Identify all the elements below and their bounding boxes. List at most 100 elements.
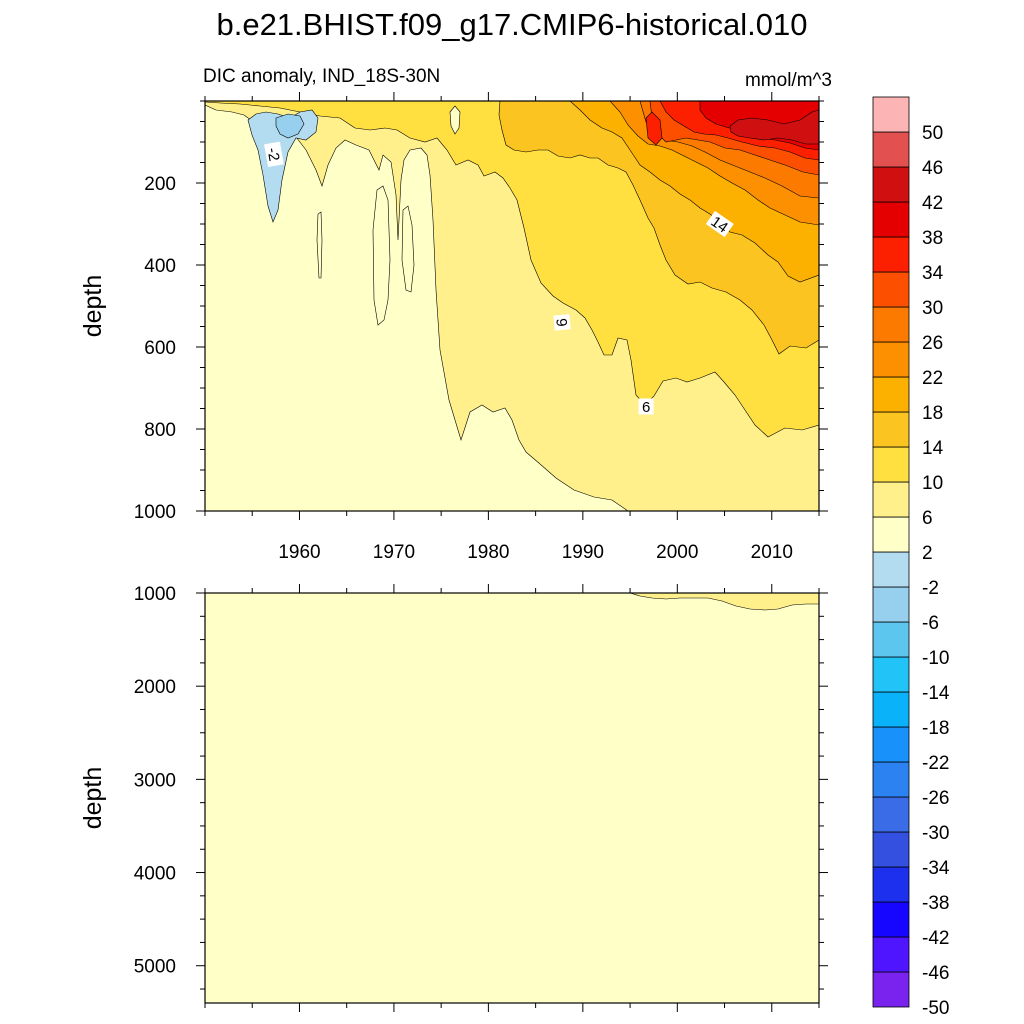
colorbar-label: -30 — [922, 823, 949, 844]
colorbar-box — [872, 131, 910, 168]
colorbar-label: -2 — [922, 578, 939, 599]
colorbar-label: 26 — [922, 333, 943, 354]
colorbar-box — [872, 866, 910, 903]
colorbar-box — [872, 481, 910, 518]
y-tick-label: 4000 — [134, 864, 176, 885]
x-tick-label: 1980 — [467, 542, 509, 563]
colorbar-box — [872, 446, 910, 483]
colorbar-box — [872, 901, 910, 938]
colorbar-box — [872, 166, 910, 203]
colorbar-box — [872, 656, 910, 693]
colorbar-label: 10 — [922, 473, 943, 494]
lower-y-axis-label: depth — [79, 767, 107, 830]
colorbar-label: -22 — [922, 753, 949, 774]
band-fill — [629, 593, 819, 611]
colorbar-box — [872, 516, 910, 553]
band-fill — [449, 105, 461, 135]
colorbar-label: 42 — [922, 193, 943, 214]
colorbar-box — [872, 936, 910, 973]
upper-fill — [205, 101, 819, 511]
contour-label-bg — [638, 398, 654, 415]
x-tick-label: 1990 — [562, 542, 604, 563]
contour-label-text: 6 — [642, 399, 650, 416]
upper-y-axis-label: depth — [79, 275, 107, 338]
contour-label: 14 — [705, 210, 734, 238]
colorbar-box — [872, 586, 910, 623]
colorbar-label: -38 — [922, 893, 949, 914]
colorbar-box — [872, 236, 910, 273]
colorbar-label: -10 — [922, 648, 949, 669]
colorbar-label: -6 — [922, 613, 939, 634]
band-fill — [275, 113, 305, 139]
colorbar-label: 50 — [922, 123, 943, 144]
upper-panel: 1960 1970 1980 1990 2000 2010 200 400 600 800 1000… — [79, 92, 828, 563]
colorbar-label: 34 — [922, 263, 944, 284]
colorbar-label: -46 — [922, 963, 949, 984]
colorbar-label: 6 — [922, 508, 933, 529]
colorbar-label: -26 — [922, 788, 949, 809]
y-tick-label: 2000 — [134, 677, 176, 698]
colorbar-label: -14 — [922, 683, 950, 704]
colorbar-box — [872, 726, 910, 763]
colorbar-box — [872, 201, 910, 238]
colorbar-box — [872, 691, 910, 728]
x-tick-label: 2000 — [656, 542, 698, 563]
contour-label-text: 14 — [708, 213, 731, 236]
y-tick-label: 1000 — [134, 584, 176, 605]
colorbar-label: 22 — [922, 368, 943, 389]
y-tick-label: 800 — [144, 420, 176, 441]
colorbar-label: 2 — [922, 543, 933, 564]
lower-fill — [205, 593, 819, 1003]
colorbar-box — [872, 971, 910, 1008]
contour-label: -2 — [263, 141, 284, 168]
colorbar-box — [872, 796, 910, 833]
y-tick-label: 3000 — [134, 770, 176, 791]
contour-label-bg — [705, 210, 734, 238]
band-fill — [372, 185, 391, 326]
contour-label-bg — [264, 141, 284, 168]
y-tick-label: 400 — [144, 256, 176, 277]
band-fill — [205, 593, 819, 1003]
colorbar-label: 14 — [922, 438, 944, 459]
x-tick-label: 1960 — [278, 542, 320, 563]
left-subtitle: DIC anomaly, IND_18S-30N — [203, 66, 440, 87]
colorbar-box — [872, 96, 910, 133]
y-tick-label: 5000 — [134, 957, 176, 978]
x-tick-label: 2010 — [751, 542, 793, 563]
contour-label: 6 — [638, 398, 654, 416]
band-fill — [401, 205, 415, 293]
colorbar-box — [872, 341, 910, 378]
band-fill — [729, 109, 819, 145]
y-tick-label: 200 — [144, 174, 176, 195]
contour-label-text: -2 — [263, 146, 282, 162]
colorbar-box — [872, 271, 910, 308]
contour-label-text: 9 — [552, 318, 570, 328]
colorbar-label: -34 — [922, 858, 950, 879]
colorbar-label: 38 — [922, 228, 943, 249]
y-tick-label: 600 — [144, 338, 176, 359]
colorbar-label: 46 — [922, 158, 943, 179]
x-tick-label: 1970 — [373, 542, 415, 563]
lower-axis-ticks: 1000 2000 3000 4000 5000 — [134, 584, 828, 1012]
colorbar-box — [872, 551, 910, 588]
colorbar-label: -18 — [922, 718, 949, 739]
contour-label: 9 — [552, 314, 571, 331]
colorbar-label: 18 — [922, 403, 943, 424]
colorbar-box — [872, 376, 910, 413]
y-tick-label: 1000 — [134, 502, 176, 523]
upper-axis-ticks: 1960 1970 1980 1990 2000 2010 200 400 600 800 1000 — [134, 92, 828, 563]
contour-labels: -2 14 9 6 — [263, 141, 734, 416]
band-fill — [247, 109, 319, 223]
band-fill — [316, 211, 323, 279]
figure-title: b.e21.BHIST.f09_g17.CMIP6-historical.010 — [216, 7, 807, 42]
colorbar-label: -42 — [922, 928, 949, 949]
contour-label-bg — [553, 314, 571, 331]
colorbar-box — [872, 761, 910, 798]
band-fill — [645, 111, 663, 146]
colorbar-label: -50 — [922, 998, 949, 1019]
lower-panel: 1000 2000 3000 4000 5000 depth — [79, 584, 828, 1012]
colorbar-label: 30 — [922, 298, 943, 319]
colorbar-box — [872, 831, 910, 868]
colorbar-box — [872, 621, 910, 658]
colorbar: 50 46 42 38 34 30 26 22 18 14 10 6 2 -2 -6 -10 -14 -18 -22… — [872, 96, 950, 1019]
